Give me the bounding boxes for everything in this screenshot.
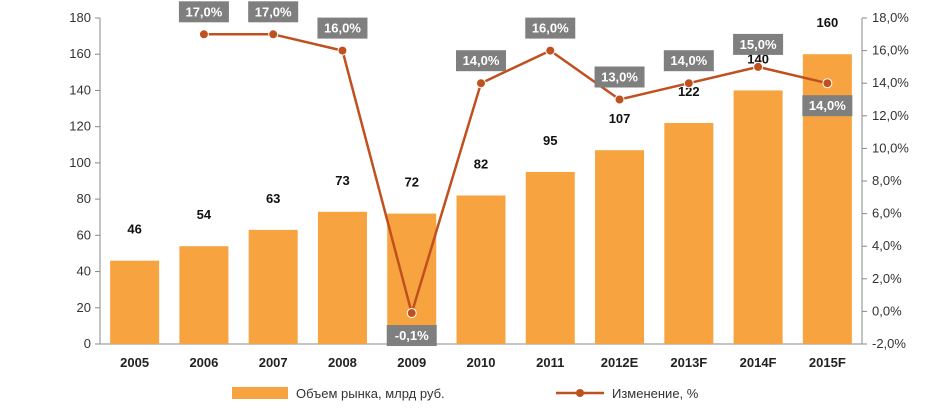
pct-label-box xyxy=(178,1,229,23)
bar-value-label: 82 xyxy=(474,156,488,171)
bar-value-label: 160 xyxy=(817,15,839,30)
category-label: 2006 xyxy=(189,355,218,370)
category-label: 2015F xyxy=(809,355,846,370)
right-tick-label: 16,0% xyxy=(872,43,909,58)
left-tick-label: 60 xyxy=(77,227,91,242)
bar xyxy=(248,229,298,344)
line-point xyxy=(268,29,279,40)
pct-value-label: 17,0% xyxy=(185,4,222,19)
bar-value-label: 54 xyxy=(197,207,212,222)
line-point xyxy=(614,94,625,105)
right-tick-label: 8,0% xyxy=(872,173,902,188)
legend-line-label: Изменение, % xyxy=(612,386,699,401)
bar-value-label: 72 xyxy=(404,175,418,190)
right-tick-label: 12,0% xyxy=(872,108,909,123)
category-label: 2008 xyxy=(328,355,357,370)
category-label: 2009 xyxy=(397,355,426,370)
right-tick-label: 0,0% xyxy=(872,303,902,318)
pct-value-label: 15,0% xyxy=(740,37,777,52)
bar xyxy=(595,150,645,344)
pct-label-box xyxy=(525,17,576,39)
bar-value-label: 107 xyxy=(609,111,631,126)
right-tick-label: 14,0% xyxy=(872,75,909,90)
pct-value-label: 14,0% xyxy=(809,98,846,113)
right-tick-label: 18,0% xyxy=(872,10,909,25)
pct-label-box xyxy=(663,50,714,72)
left-tick-label: 40 xyxy=(77,264,91,279)
category-label: 2005 xyxy=(120,355,149,370)
pct-label-box xyxy=(733,33,784,55)
bar xyxy=(664,123,714,345)
line-point xyxy=(683,78,694,89)
category-label: 2013F xyxy=(670,355,707,370)
pct-label-box xyxy=(386,325,437,347)
bar xyxy=(525,171,575,344)
line-point xyxy=(406,308,417,319)
category-label: 2007 xyxy=(259,355,288,370)
right-tick-label: 4,0% xyxy=(872,238,902,253)
line-point xyxy=(822,78,833,89)
bar-value-label: 63 xyxy=(266,191,280,206)
bar-value-label: 140 xyxy=(747,51,769,66)
legend-line-marker xyxy=(576,389,584,397)
pct-label-box xyxy=(248,1,299,23)
line-point xyxy=(198,29,209,40)
left-tick-label: 100 xyxy=(69,155,91,170)
category-label: 2012E xyxy=(601,355,639,370)
line-point xyxy=(545,45,556,56)
bar xyxy=(456,195,506,344)
bar-value-label: 73 xyxy=(335,173,349,188)
left-tick-label: 140 xyxy=(69,82,91,97)
pct-value-label: 14,0% xyxy=(463,53,500,68)
bar xyxy=(317,211,367,344)
bar-value-label: 122 xyxy=(678,84,700,99)
bar xyxy=(733,90,783,344)
pct-label-box xyxy=(802,95,853,117)
left-tick-label: 120 xyxy=(69,119,91,134)
category-label: 2011 xyxy=(536,355,564,370)
pct-value-label: 16,0% xyxy=(324,21,361,36)
bar-value-label: 95 xyxy=(543,133,557,148)
pct-value-label: 16,0% xyxy=(532,21,569,36)
bar xyxy=(179,246,229,344)
left-tick-label: 80 xyxy=(77,191,91,206)
pct-value-label: 14,0% xyxy=(670,53,707,68)
category-label: 2010 xyxy=(467,355,496,370)
left-tick-label: 20 xyxy=(77,300,91,315)
right-tick-label: 2,0% xyxy=(872,271,902,286)
bar xyxy=(110,260,160,344)
line-point xyxy=(753,61,764,72)
category-label: 2014F xyxy=(740,355,777,370)
line-point xyxy=(337,45,348,56)
pct-label-box xyxy=(456,50,506,72)
legend-bar-swatch xyxy=(232,387,288,399)
right-tick-label: -2,0% xyxy=(872,336,906,351)
left-tick-label: 160 xyxy=(69,46,91,61)
bar-value-label: 46 xyxy=(127,222,141,237)
right-tick-label: 6,0% xyxy=(872,206,902,221)
pct-value-label: 13,0% xyxy=(601,70,638,85)
left-tick-label: 0 xyxy=(84,336,91,351)
legend-bar-label: Объем рынка, млрд руб. xyxy=(296,386,445,401)
left-tick-label: 180 xyxy=(69,10,91,25)
line-point xyxy=(476,78,486,89)
pct-value-label: 17,0% xyxy=(255,4,292,19)
right-tick-label: 10,0% xyxy=(872,140,909,155)
bar xyxy=(387,213,437,344)
pct-value-label: -0,1% xyxy=(395,328,429,343)
change-line xyxy=(203,33,828,315)
pct-label-box xyxy=(317,17,368,39)
pct-label-box xyxy=(594,66,645,88)
